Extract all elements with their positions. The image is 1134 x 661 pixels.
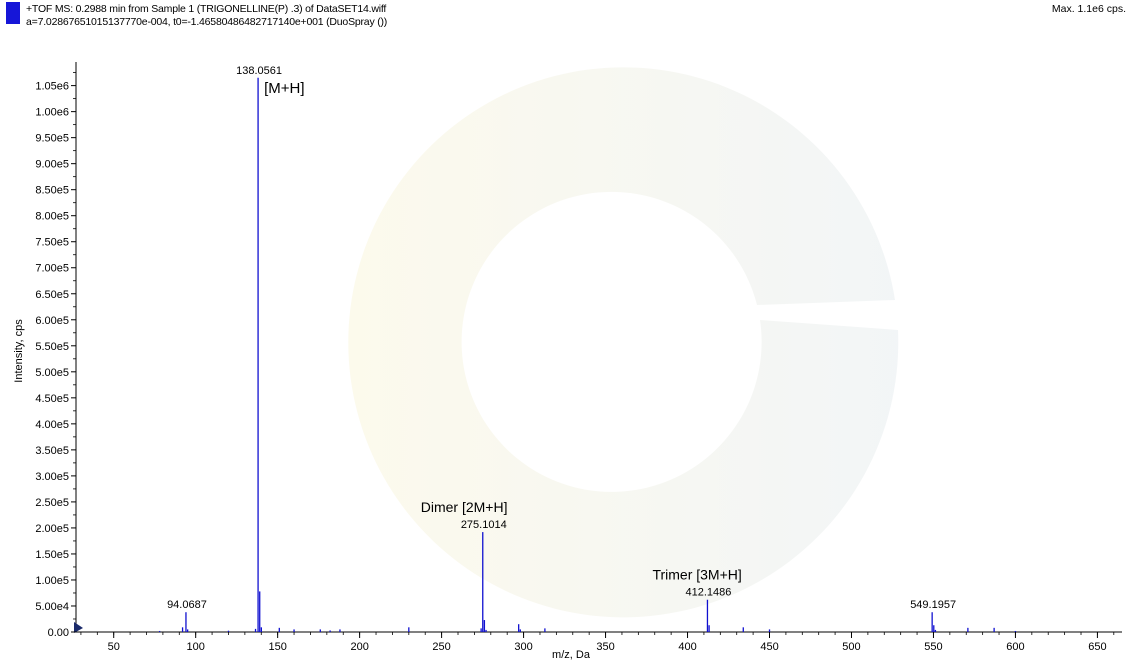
axis-cursor-marker <box>74 622 83 633</box>
max-intensity-label: Max. 1.1e6 cps. <box>1051 3 1126 15</box>
y-tick-label: 1.00e6 <box>35 107 69 119</box>
peak-mz-label: 412.1486 <box>686 587 732 599</box>
x-tick-label: 500 <box>842 641 860 653</box>
x-tick-label: 350 <box>596 641 614 653</box>
y-tick-label: 7.00e5 <box>35 263 69 275</box>
watermark-logo <box>348 67 899 618</box>
x-tick-label: 600 <box>1006 641 1024 653</box>
y-tick-label: 1.00e5 <box>35 575 69 587</box>
y-tick-label: 5.00e4 <box>35 601 69 613</box>
peak-mz-label: 138.0561 <box>236 65 282 77</box>
y-tick-label: 5.00e5 <box>35 367 69 379</box>
x-tick-label: 650 <box>1088 641 1106 653</box>
y-tick-label: 9.50e5 <box>35 133 69 145</box>
annotation-trimer: Trimer [3M+H] <box>652 567 741 583</box>
y-tick-label: 7.50e5 <box>35 237 69 249</box>
x-tick-label: 200 <box>350 641 368 653</box>
y-tick-label: 1.50e5 <box>35 549 69 561</box>
y-tick-label: 2.50e5 <box>35 497 69 509</box>
x-tick-label: 400 <box>678 641 696 653</box>
annotation-m-plus-h: [M+H] <box>264 80 304 97</box>
y-tick-label: 8.00e5 <box>35 211 69 223</box>
x-tick-label: 550 <box>924 641 942 653</box>
spectrum-header-title: +TOF MS: 0.2988 min from Sample 1 (TRIGO… <box>26 3 387 15</box>
spectrum-header-calibration: a=7.02867651015137770e-004, t0=-1.465804… <box>26 16 388 28</box>
peak-mz-label: 94.0687 <box>167 599 207 611</box>
x-tick-label: 450 <box>760 641 778 653</box>
y-tick-label: 6.50e5 <box>35 289 69 301</box>
x-tick-label: 250 <box>432 641 450 653</box>
x-tick-label: 300 <box>514 641 532 653</box>
annotation-dimer: Dimer [2M+H] <box>421 499 508 515</box>
x-tick-label: 150 <box>268 641 286 653</box>
y-tick-label: 5.50e5 <box>35 341 69 353</box>
y-axis-title: Intensity, cps <box>13 319 25 383</box>
y-tick-label: 0.00 <box>48 627 69 639</box>
y-tick-label: 6.00e5 <box>35 315 69 327</box>
y-tick-label: 4.50e5 <box>35 393 69 405</box>
y-tick-label: 2.00e5 <box>35 523 69 535</box>
y-tick-label: 3.50e5 <box>35 445 69 457</box>
y-tick-label: 1.05e6 <box>35 81 69 93</box>
series-marker-swatch <box>6 2 20 24</box>
x-tick-label: 50 <box>108 641 120 653</box>
peak-mz-label: 275.1014 <box>461 519 507 531</box>
y-tick-label: 8.50e5 <box>35 185 69 197</box>
x-tick-label: 100 <box>187 641 205 653</box>
peak-mz-label: 549.1957 <box>910 599 956 611</box>
y-tick-label: 9.00e5 <box>35 159 69 171</box>
y-tick-label: 3.00e5 <box>35 471 69 483</box>
y-tick-label: 4.00e5 <box>35 419 69 431</box>
x-axis-title: m/z, Da <box>552 649 591 661</box>
